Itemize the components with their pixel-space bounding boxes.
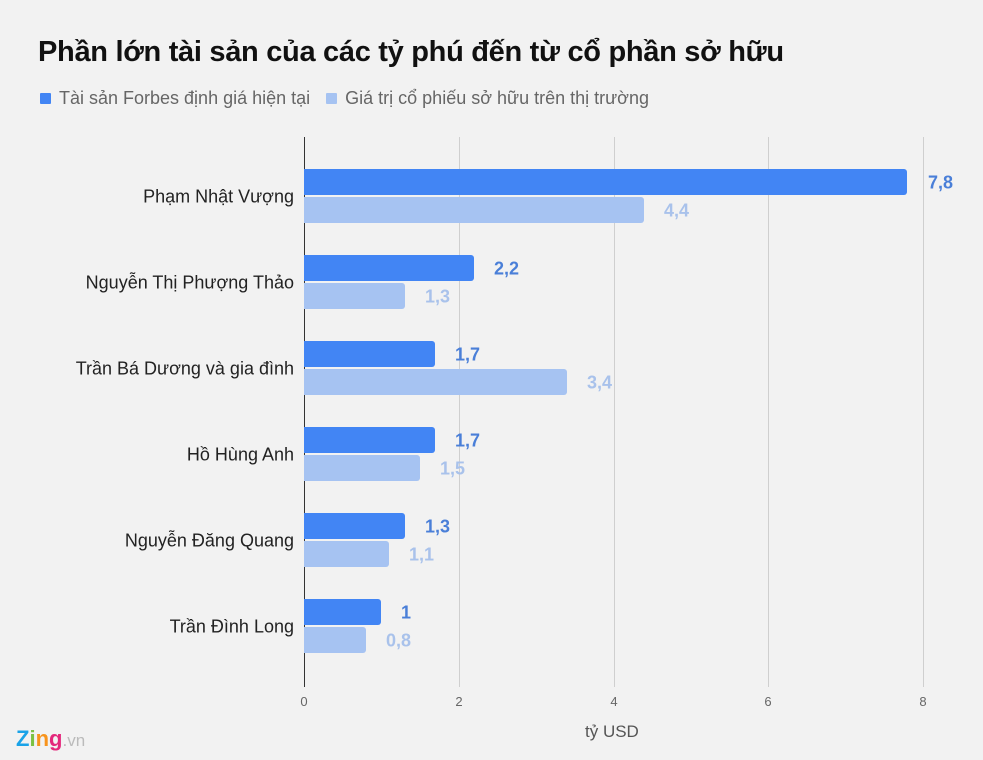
value-label: 3,4 [587, 372, 613, 393]
x-tick: 6 [764, 694, 772, 709]
bar-market [304, 283, 405, 309]
bar-market [304, 369, 567, 395]
legend: Tài sản Forbes định giá hiện tại Giá trị… [40, 88, 665, 109]
legend-label: Giá trị cổ phiếu sở hữu trên thị trường [345, 88, 649, 108]
bar-forbes [304, 341, 435, 367]
legend-swatch-icon [40, 93, 51, 104]
gridline [768, 137, 769, 687]
value-label: 1,7 [455, 344, 481, 365]
x-tick: 8 [919, 694, 927, 709]
category-label: Hồ Hùng Anh [186, 444, 294, 465]
bar-market [304, 197, 644, 223]
bar-forbes [304, 169, 907, 195]
value-label: 4,4 [664, 200, 690, 221]
bar-forbes [304, 599, 381, 625]
bar-forbes [304, 427, 435, 453]
x-axis-label: tỷ USD [585, 722, 639, 741]
x-tick: 0 [300, 694, 308, 709]
legend-item-forbes: Tài sản Forbes định giá hiện tại [40, 88, 310, 109]
value-label: 2,2 [494, 258, 520, 279]
legend-item-market: Giá trị cổ phiếu sở hữu trên thị trường [326, 88, 649, 109]
category-label: Trần Đình Long [169, 616, 294, 637]
bar-market [304, 455, 420, 481]
value-label: 0,8 [386, 630, 412, 651]
chart-title: Phần lớn tài sản của các tỷ phú đến từ c… [38, 36, 784, 68]
legend-label: Tài sản Forbes định giá hiện tại [59, 88, 311, 108]
value-label: 1,3 [425, 286, 451, 307]
legend-swatch-icon [326, 93, 338, 104]
gridline [459, 137, 460, 687]
bar-market [304, 627, 366, 653]
value-label: 1 [401, 602, 412, 623]
bar-forbes [304, 255, 474, 281]
bar-market [304, 541, 389, 567]
category-label: Phạm Nhật Vượng [143, 186, 294, 207]
category-label: Nguyễn Đăng Quang [124, 530, 294, 551]
value-label: 1,7 [455, 430, 481, 451]
category-label: Trần Bá Dương và gia đình [75, 358, 294, 379]
value-label: 1,1 [409, 544, 435, 565]
x-tick: 2 [455, 694, 463, 709]
value-label: 1,5 [440, 458, 466, 479]
plot-area: 7,8 4,4 2,2 1,3 1,7 3,4 1,7 1,5 1,3 1,1 … [300, 137, 953, 709]
y-axis-line [304, 137, 305, 687]
value-label: 7,8 [928, 172, 954, 193]
bar-forbes [304, 513, 405, 539]
value-label: 1,3 [425, 516, 451, 537]
category-label: Nguyễn Thị Phượng Thảo [85, 272, 294, 293]
gridline [614, 137, 615, 687]
x-tick: 4 [610, 694, 618, 709]
gridline [923, 137, 924, 687]
